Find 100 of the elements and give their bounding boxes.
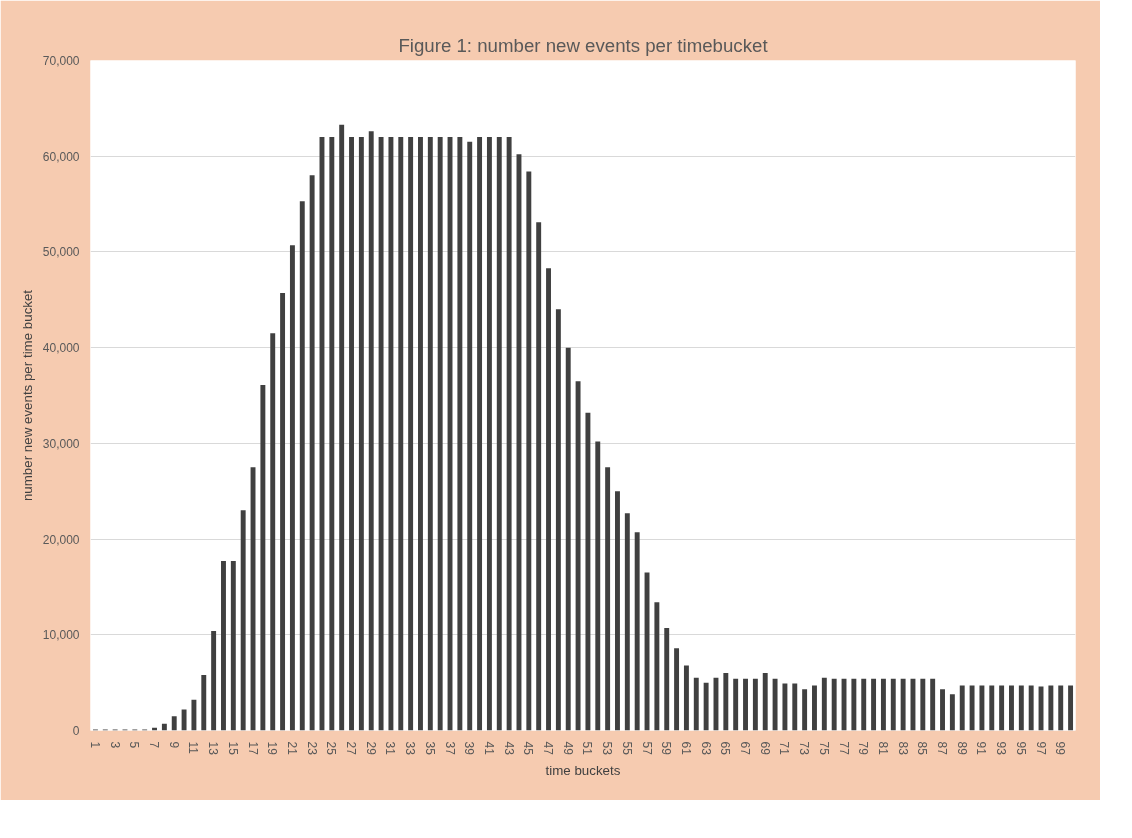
bar: [821, 677, 827, 731]
x-tick-label: 67: [738, 741, 753, 756]
x-tick-label: 33: [403, 741, 418, 756]
bar: [280, 293, 286, 731]
bar: [418, 137, 423, 731]
x-tick-label: 49: [560, 741, 575, 756]
bar: [388, 137, 394, 731]
bar: [1068, 685, 1074, 731]
x-tick-label: 47: [541, 741, 556, 756]
bar: [221, 561, 226, 731]
bar: [1058, 685, 1064, 731]
bar: [270, 333, 276, 731]
bar: [260, 384, 266, 731]
bar: [792, 683, 798, 731]
x-tick-label: 5: [127, 741, 142, 749]
bar: [506, 137, 512, 731]
x-tick-label: 85: [915, 741, 930, 756]
bar: [634, 532, 640, 731]
bar: [723, 673, 729, 731]
y-tick-label: 20,000: [42, 532, 80, 547]
bar: [1018, 685, 1024, 731]
bar: [979, 685, 985, 731]
bar: [674, 648, 680, 731]
bar: [762, 673, 768, 731]
chart-title: Figure 1: number new events per timebucket: [398, 34, 769, 56]
bar: [949, 694, 955, 731]
y-axis-title: number new events per time bucket: [19, 289, 35, 502]
x-tick-label: 45: [521, 741, 536, 756]
x-tick-label: 79: [856, 741, 871, 756]
bar: [1009, 685, 1014, 731]
bar: [486, 137, 492, 731]
x-tick-label: 9: [166, 741, 181, 749]
x-tick-label: 59: [659, 741, 674, 756]
bar: [496, 137, 502, 731]
x-tick-label: 27: [344, 741, 359, 756]
bar: [467, 141, 473, 731]
bar: [230, 561, 236, 731]
x-tick-label: 71: [777, 741, 792, 756]
bar: [752, 678, 758, 731]
bar: [240, 510, 246, 731]
bar: [211, 630, 217, 731]
x-tick-label: 53: [600, 741, 615, 756]
bar: [1028, 685, 1034, 731]
x-tick-label: 81: [875, 741, 890, 756]
bar: [349, 137, 354, 731]
bar: [624, 513, 630, 731]
bar: [871, 678, 877, 731]
y-tick-label: 30,000: [42, 436, 80, 451]
bar: [880, 678, 886, 731]
x-tick-label: 17: [245, 741, 260, 756]
x-tick-label: 41: [481, 741, 496, 756]
bar: [605, 467, 611, 731]
x-tick-label: 7: [147, 741, 162, 749]
bar: [693, 677, 699, 731]
bar: [812, 685, 817, 731]
bar: [378, 137, 384, 731]
x-tick-label: 3: [107, 741, 122, 749]
bar: [969, 685, 975, 731]
bar: [171, 716, 177, 731]
x-tick-label: 75: [816, 741, 831, 756]
x-tick-label: 35: [422, 741, 437, 756]
bar: [595, 441, 601, 731]
x-tick-label: 89: [954, 741, 969, 756]
bar: [427, 137, 433, 731]
bar: [930, 678, 936, 731]
bar: [940, 689, 945, 731]
bar: [477, 137, 483, 731]
bar: [368, 131, 374, 731]
x-tick-label: 1: [87, 741, 102, 749]
bar: [772, 678, 778, 731]
x-tick-label: 43: [501, 741, 516, 756]
y-tick-label: 70,000: [42, 54, 80, 68]
x-tick-label: 87: [935, 741, 950, 756]
x-tick-label: 73: [797, 741, 812, 756]
x-tick-label: 15: [225, 741, 240, 756]
bar: [161, 723, 167, 731]
x-tick-label: 61: [678, 741, 693, 756]
bar: [733, 678, 739, 731]
bar: [664, 628, 670, 731]
bar: [703, 682, 709, 731]
bar: [890, 678, 896, 731]
y-tick-label: 10,000: [42, 628, 80, 643]
bar: [358, 137, 364, 731]
bar: [654, 602, 660, 731]
y-tick-label: 50,000: [42, 245, 80, 260]
bar: [437, 137, 443, 731]
bar: [555, 309, 561, 731]
bar: [546, 268, 551, 731]
bar: [615, 491, 620, 731]
x-tick-label: 55: [619, 741, 634, 756]
x-tick-label: 65: [718, 741, 733, 756]
x-tick-label: 51: [580, 741, 595, 756]
bar: [802, 689, 808, 731]
bar: [329, 137, 335, 731]
x-tick-label: 93: [994, 741, 1009, 756]
x-tick-label: 77: [836, 741, 851, 756]
x-tick-label: 29: [363, 741, 378, 756]
x-tick-label: 39: [462, 741, 477, 756]
bar: [683, 665, 689, 731]
x-tick-label: 23: [304, 741, 319, 756]
